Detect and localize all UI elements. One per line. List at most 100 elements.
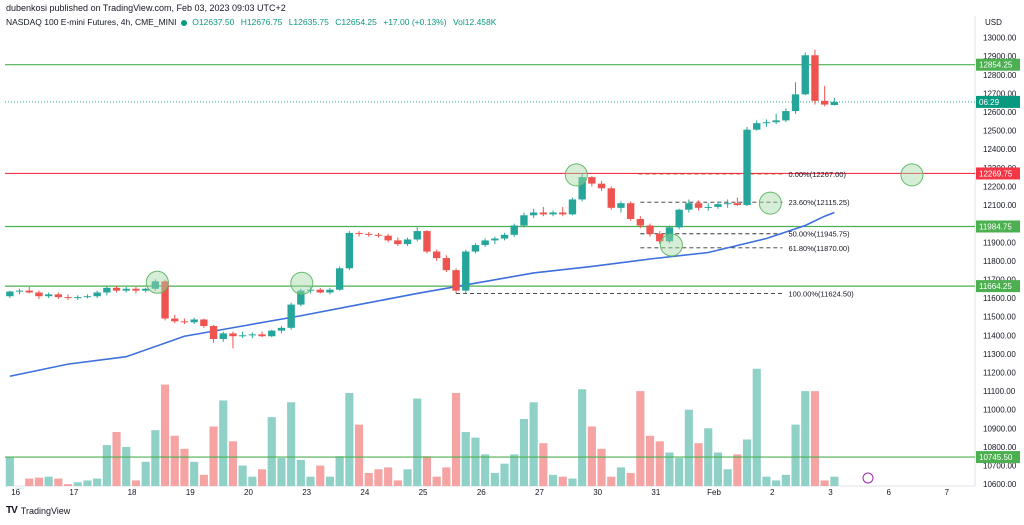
candle-body (268, 330, 276, 337)
ohlc-high: H12676.75 (240, 17, 283, 27)
volume-bar (558, 476, 567, 486)
level-price-label: 12854.25 (979, 61, 1013, 70)
x-tick-label: 17 (69, 488, 78, 497)
volume-bar (752, 368, 761, 486)
candle-body (132, 288, 140, 291)
volume-bar (442, 467, 451, 486)
volume-bar (490, 472, 499, 486)
level-price-tag (976, 58, 1020, 71)
volume-bar (345, 392, 354, 486)
y-tick-label: 11900.00 (983, 238, 1016, 247)
volume-bar (616, 467, 626, 486)
volume-bar (374, 469, 383, 486)
symbol-legend[interactable]: NASDAQ 100 E-mini Futures, 4h, CME_MINI … (6, 17, 500, 27)
candle-body (403, 239, 412, 245)
volume-bar (597, 448, 606, 486)
volume-bar (568, 478, 577, 486)
candle-body (190, 319, 198, 323)
tradingview-footer[interactable]: TV TradingView (6, 505, 70, 516)
candle-body (753, 123, 761, 130)
candle-body (229, 333, 237, 337)
candle-body (626, 203, 635, 219)
volume-bar (228, 441, 238, 486)
tradingview-logo-icon: TV (6, 505, 18, 516)
bolt-icon[interactable] (862, 472, 874, 484)
y-tick-label: 11500.00 (983, 313, 1016, 322)
volume-bar (393, 480, 402, 486)
moving-average-line (9, 211, 835, 378)
x-tick-label: 7 (945, 488, 950, 497)
candle-body (413, 231, 421, 240)
y-tick-label: 12500.00 (983, 127, 1017, 136)
candle-body (694, 203, 703, 208)
candle-body (54, 294, 63, 298)
y-tick-label: 12200.00 (983, 182, 1017, 191)
candle-body (811, 55, 819, 101)
fib-level-label: 50.00%(11945.75) (788, 230, 850, 239)
fib-level-label: 23.60%(12115.25) (788, 198, 850, 207)
candle-body (394, 240, 402, 245)
volume-bar (257, 469, 267, 486)
y-tick-label: 13000.00 (983, 34, 1017, 43)
volume-bar (384, 467, 393, 486)
candle-body (83, 296, 92, 298)
volume-bar (500, 463, 509, 486)
candle-body (384, 235, 392, 241)
candle-body (762, 122, 771, 124)
volume-bar (5, 457, 14, 486)
volume-bar (34, 477, 44, 486)
volume-bar (762, 476, 771, 486)
y-tick-label: 12700.00 (983, 89, 1017, 98)
volume-bar (199, 474, 208, 486)
candle-body (597, 183, 606, 189)
volume-bar (451, 392, 461, 486)
candle-body (675, 209, 683, 228)
x-tick-label: 30 (593, 488, 602, 497)
y-tick-label: 12400.00 (983, 145, 1017, 154)
volume-bar (219, 400, 228, 486)
x-tick-label: 25 (419, 488, 428, 497)
candle-body (122, 288, 130, 291)
y-tick-label: 12100.00 (983, 201, 1017, 210)
volume-bar (684, 409, 693, 486)
highlight-circle (900, 163, 924, 187)
y-tick-label: 10700.00 (983, 462, 1017, 471)
volume-bar (742, 439, 752, 486)
tradingview-brand[interactable]: TradingView (20, 505, 71, 516)
volume-bar (63, 484, 73, 486)
y-tick-label: 10600.00 (983, 480, 1017, 489)
level-price-label: 11664.25 (979, 282, 1012, 291)
volume-bar (636, 391, 645, 486)
volume-bar (238, 465, 247, 486)
candle-body (141, 288, 150, 291)
highlight-circle (564, 163, 588, 187)
candle-body (209, 325, 218, 340)
volume-bar (422, 456, 432, 486)
candle-body (151, 281, 160, 289)
candle-body (549, 212, 557, 215)
candle-body (772, 120, 780, 123)
candle-body (6, 291, 14, 297)
volume-bar (54, 478, 63, 486)
y-tick-label: 11100.00 (983, 387, 1016, 396)
candle-body (432, 251, 441, 259)
volume-bar (44, 476, 53, 486)
candle-body (93, 292, 101, 297)
candle-body (64, 297, 72, 299)
y-tick-label: 12600.00 (983, 108, 1017, 117)
volume-bar (354, 424, 364, 486)
candle-body (578, 177, 586, 200)
y-tick-label: 11200.00 (983, 369, 1016, 378)
candle-body (510, 225, 518, 235)
candle-body (471, 245, 480, 252)
candle-body (258, 334, 266, 337)
y-tick-label: 10900.00 (983, 424, 1017, 433)
candle-body (743, 129, 751, 206)
highlight-circle (290, 271, 314, 295)
candle-body (335, 268, 344, 290)
symbol-title[interactable]: NASDAQ 100 E-mini Futures, 4h, CME_MINI (6, 17, 177, 27)
level-price-label: 12269.75 (979, 169, 1013, 178)
volume-bar (694, 443, 703, 486)
